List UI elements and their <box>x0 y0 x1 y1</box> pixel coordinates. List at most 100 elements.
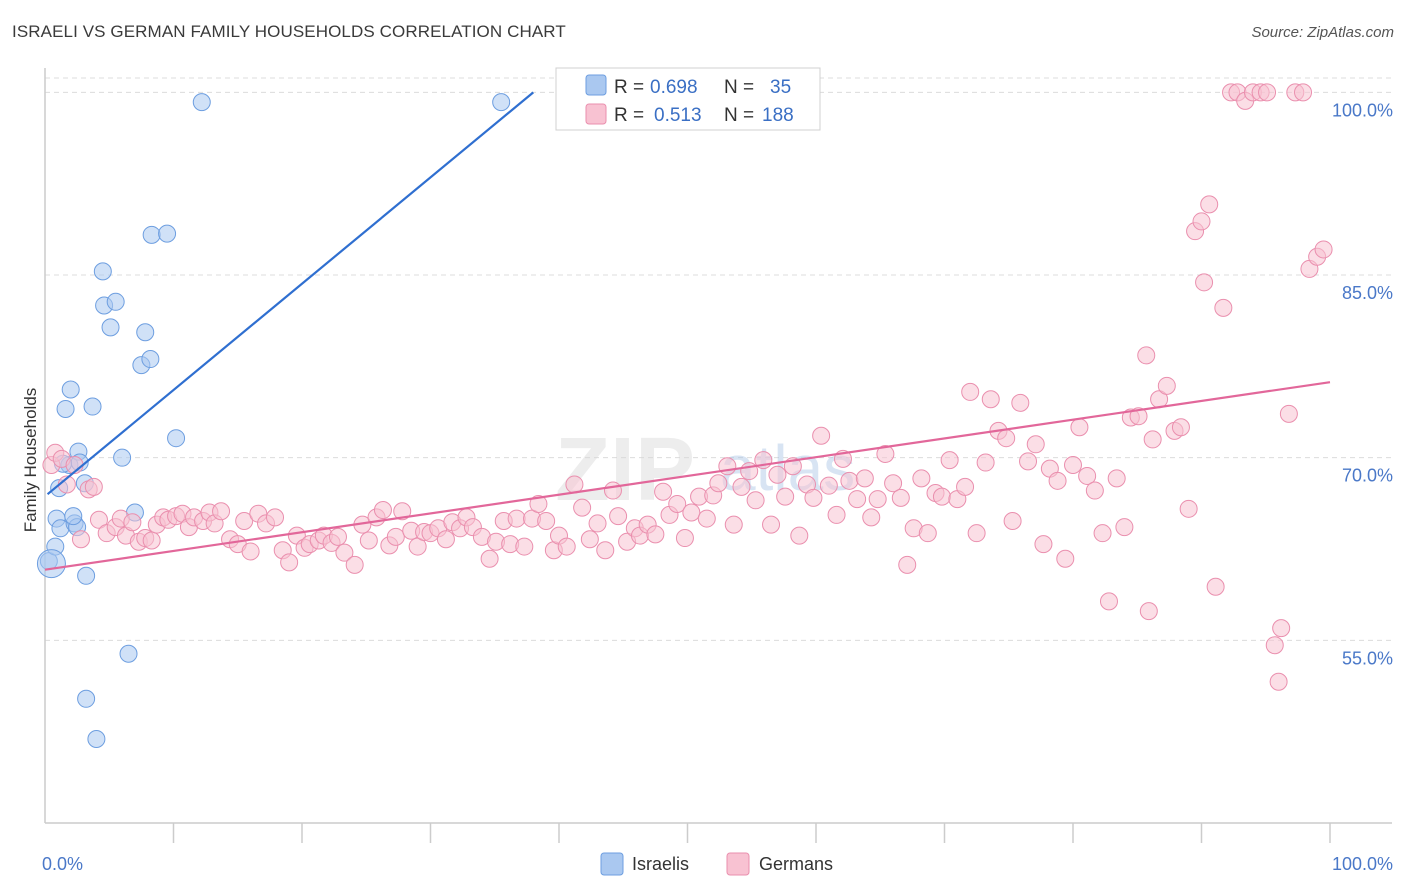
point-israelis-19 <box>113 448 132 467</box>
point-germans-143 <box>1048 471 1067 490</box>
point-germans-30 <box>235 512 254 530</box>
point-germans-120 <box>884 474 903 493</box>
point-germans-110 <box>812 426 831 445</box>
point-germans-16 <box>142 531 161 550</box>
legend-r-label-germans: R = <box>614 105 644 126</box>
bottom-legend: Israelis Germans <box>600 852 833 876</box>
point-germans-117 <box>862 508 881 527</box>
point-germans-166 <box>1214 298 1233 317</box>
point-germans-80 <box>596 541 615 560</box>
point-germans-31 <box>241 542 260 561</box>
point-germans-51 <box>386 527 405 546</box>
point-israelis-25 <box>142 225 161 244</box>
point-germans-158 <box>1157 376 1176 395</box>
points-layer <box>36 83 1333 748</box>
bottom-legend-swatch-israelis <box>600 852 624 876</box>
point-germans-104 <box>768 465 787 484</box>
point-israelis-24 <box>141 350 160 369</box>
source-label: Source: ZipAtlas.com <box>1251 24 1394 41</box>
point-israelis-32 <box>36 549 66 579</box>
point-germans-138 <box>1011 393 1030 412</box>
point-germans-116 <box>855 469 874 488</box>
point-germans-92 <box>682 503 701 522</box>
point-germans-181 <box>1269 672 1288 691</box>
point-germans-64 <box>480 549 499 568</box>
legend-swatch-israelis <box>585 74 607 96</box>
point-germans-160 <box>1171 418 1190 437</box>
point-germans-81 <box>603 481 622 500</box>
point-israelis-27 <box>167 429 186 448</box>
point-germans-144 <box>1056 549 1075 568</box>
point-israelis-20 <box>119 644 138 663</box>
point-germans-127 <box>932 487 951 506</box>
point-germans-165 <box>1206 577 1225 596</box>
point-germans-90 <box>668 494 687 513</box>
bottom-legend-label-israelis: Israelis <box>632 854 689 874</box>
point-germans-137 <box>1003 512 1022 530</box>
point-germans-68 <box>507 509 526 528</box>
point-germans-119 <box>876 445 895 464</box>
trend-layer <box>44 91 1331 571</box>
trendline-germans <box>44 381 1331 571</box>
point-germans-124 <box>912 469 931 488</box>
legend-r-value-israelis: 0.698 <box>650 77 698 98</box>
point-germans-44 <box>335 543 354 562</box>
point-germans-79 <box>588 514 607 533</box>
point-germans-134 <box>981 390 1000 409</box>
point-germans-58 <box>436 530 455 549</box>
y-tick-label-2: 85.0% <box>1342 283 1393 303</box>
point-germans-125 <box>918 524 937 543</box>
point-germans-147 <box>1078 466 1097 485</box>
point-israelis-29 <box>77 689 96 708</box>
point-germans-7 <box>84 477 103 496</box>
point-germans-132 <box>967 524 986 543</box>
point-germans-151 <box>1107 469 1126 488</box>
point-germans-97 <box>718 457 737 476</box>
point-germans-152 <box>1115 518 1134 537</box>
point-israelis-28 <box>192 93 211 112</box>
ticks-layer: 55.0% 70.0% 85.0% 100.0% 0.0% 100.0% <box>42 100 1393 874</box>
point-germans-8 <box>89 510 108 529</box>
point-israelis-7 <box>61 380 80 399</box>
point-germans-96 <box>709 474 728 493</box>
point-germans-140 <box>1026 435 1045 454</box>
y-tick-label-1: 70.0% <box>1342 466 1393 486</box>
point-germans-172 <box>1258 83 1277 102</box>
chart-title: ISRAELI VS GERMAN FAMILY HOUSEHOLDS CORR… <box>12 22 566 41</box>
point-germans-47 <box>359 531 378 550</box>
point-germans-177 <box>1294 83 1313 102</box>
point-germans-82 <box>609 507 628 526</box>
point-germans-183 <box>1139 602 1158 621</box>
point-germans-109 <box>804 488 823 507</box>
point-germans-114 <box>840 471 859 490</box>
legend-n-label-israelis: N = <box>724 77 754 98</box>
point-germans-112 <box>827 505 846 524</box>
point-germans-173 <box>1265 636 1284 655</box>
point-germans-107 <box>790 526 809 545</box>
point-germans-164 <box>1200 195 1219 214</box>
y-axis-label: Family Households <box>21 388 40 533</box>
point-germans-78 <box>580 530 599 549</box>
point-germans-71 <box>529 494 548 513</box>
point-germans-175 <box>1279 404 1298 423</box>
point-israelis-34 <box>64 507 83 526</box>
point-germans-154 <box>1129 407 1148 426</box>
y-tick-label-3: 100.0% <box>1332 100 1393 120</box>
point-germans-149 <box>1093 524 1112 543</box>
point-germans-76 <box>565 475 584 494</box>
point-israelis-18 <box>106 292 125 311</box>
point-germans-88 <box>654 482 673 501</box>
point-germans-87 <box>646 525 665 544</box>
point-germans-141 <box>1034 535 1053 554</box>
axis-layer <box>44 68 1392 843</box>
point-germans-77 <box>573 498 592 517</box>
point-germans-94 <box>697 509 716 528</box>
legend-n-label-germans: N = <box>724 105 754 126</box>
point-israelis-31 <box>492 93 511 112</box>
point-germans-182 <box>1195 273 1214 292</box>
point-germans-103 <box>762 515 781 534</box>
point-germans-133 <box>976 453 995 472</box>
point-germans-155 <box>1137 346 1156 365</box>
point-germans-43 <box>328 527 347 546</box>
